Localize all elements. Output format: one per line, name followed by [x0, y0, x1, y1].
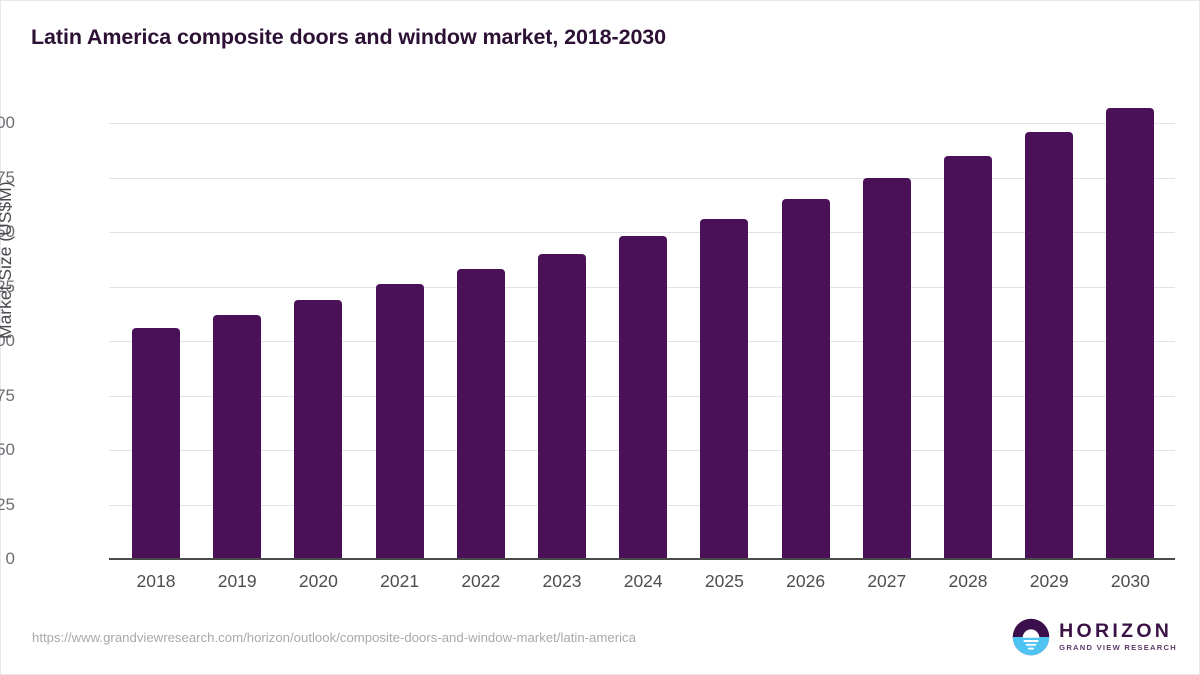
x-tick-label: 2020	[298, 571, 338, 591]
x-tick-label: 2021	[380, 571, 420, 591]
x-tick-label: 2019	[217, 571, 257, 591]
x-tick-label: 2030	[1110, 571, 1150, 591]
gridline	[109, 232, 1175, 233]
bar[interactable]	[375, 284, 424, 559]
x-tick-label: 2024	[623, 571, 663, 591]
bar[interactable]	[862, 177, 911, 559]
y-tick-label: 125	[0, 276, 15, 296]
horizon-logo-icon	[1012, 618, 1050, 656]
bar[interactable]	[132, 327, 180, 559]
plot-area	[109, 107, 1175, 559]
bar[interactable]	[944, 155, 992, 559]
bar[interactable]	[538, 253, 586, 559]
x-tick-label: 2022	[461, 571, 501, 591]
source-url[interactable]: https://www.grandviewresearch.com/horizo…	[32, 630, 636, 645]
page-title: Latin America composite doors and window…	[31, 25, 667, 49]
bar[interactable]	[1025, 131, 1074, 559]
logo-tagline: GRAND VIEW RESEARCH	[1059, 643, 1177, 653]
bar[interactable]	[1106, 107, 1155, 559]
gridline	[109, 123, 1175, 124]
bar[interactable]	[619, 236, 668, 559]
y-tick-label: 25	[0, 494, 15, 514]
y-tick-label: 50	[0, 440, 15, 459]
bar[interactable]	[456, 269, 505, 559]
x-axis-line	[109, 558, 1175, 560]
x-tick-label: 2025	[704, 571, 744, 591]
y-tick-label: 175	[0, 167, 15, 187]
bar[interactable]	[700, 218, 749, 559]
horizon-logo-text: HORIZON GRAND VIEW RESEARCH	[1059, 619, 1177, 653]
x-tick-label: 2028	[948, 571, 988, 591]
horizon-logo: HORIZON GRAND VIEW RESEARCH	[1012, 618, 1177, 656]
y-tick-label: 150	[0, 222, 15, 241]
x-tick-label: 2023	[542, 571, 582, 591]
x-tick-label: 2027	[867, 571, 907, 591]
bar[interactable]	[213, 314, 262, 559]
y-tick-label: 0	[5, 549, 15, 568]
y-tick-label: 75	[0, 385, 15, 405]
logo-wordmark: HORIZON	[1059, 619, 1173, 642]
y-axis-title: Market Size (US$M)	[0, 181, 15, 339]
x-tick-label: 2026	[786, 571, 826, 591]
x-tick-label: 2029	[1029, 571, 1069, 591]
y-tick-label: 100	[0, 331, 15, 350]
x-tick-label: 2018	[136, 571, 176, 591]
gridline	[109, 177, 1175, 179]
bar[interactable]	[781, 199, 830, 559]
bar[interactable]	[294, 299, 343, 559]
y-tick-label: 200	[0, 113, 15, 132]
